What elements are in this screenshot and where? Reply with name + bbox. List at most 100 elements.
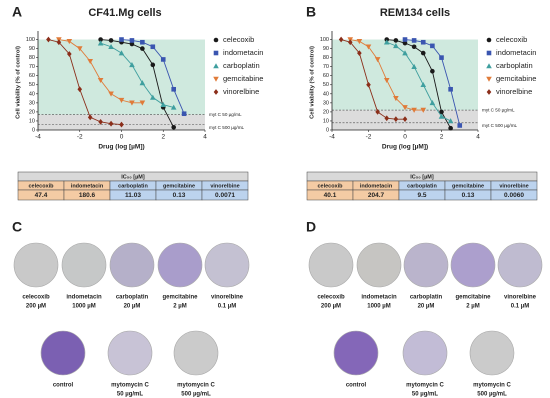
marker	[402, 105, 408, 111]
well	[402, 330, 448, 376]
marker	[98, 118, 103, 125]
well-label: mytomycin C	[406, 383, 444, 389]
legend-label: celecoxib	[223, 35, 254, 44]
marker	[150, 94, 156, 100]
marker	[129, 41, 135, 47]
well-label: indometacin	[66, 295, 102, 301]
y-tick-label: 30	[29, 100, 35, 106]
marker	[139, 100, 146, 106]
well-label: 20 µM	[124, 304, 141, 310]
y-tick-label: 50	[323, 82, 329, 88]
legend-marker	[486, 89, 492, 95]
table-cell	[201, 189, 249, 201]
well-label: gemcitabine	[455, 295, 491, 301]
marker	[347, 39, 353, 46]
table-header: IC₅₀ [µM]	[121, 174, 145, 180]
shade-high	[332, 39, 478, 111]
chart-title: REM134 cells	[380, 7, 450, 19]
x-tick-label: -2	[77, 134, 83, 141]
well-label: celecoxib	[22, 295, 50, 301]
panel-label: B	[306, 4, 316, 20]
y-tick-label: 60	[323, 73, 329, 79]
well	[109, 242, 155, 288]
marker	[87, 58, 93, 65]
marker	[365, 44, 372, 50]
table-value: 11.03	[125, 192, 141, 199]
marker	[56, 39, 62, 46]
marker	[420, 50, 426, 56]
legend-marker	[213, 89, 219, 95]
table-column: indometacin	[360, 183, 393, 189]
well	[13, 242, 59, 288]
marker	[97, 77, 104, 84]
well-label: control	[53, 383, 74, 389]
x-tick-label: 0	[120, 134, 124, 141]
table-column: indometacin	[71, 183, 104, 189]
marker	[160, 57, 166, 62]
marker	[118, 50, 125, 56]
marker	[384, 115, 390, 122]
marker	[393, 43, 399, 49]
marker	[439, 109, 444, 115]
legend-label: carboplatin	[223, 61, 260, 70]
marker	[356, 39, 363, 45]
marker	[76, 46, 83, 52]
marker	[438, 113, 445, 119]
marker	[119, 37, 124, 42]
marker	[374, 57, 381, 63]
marker	[383, 77, 390, 84]
well-label: vinorelbine	[504, 295, 537, 301]
y-tick-label: 40	[29, 91, 35, 97]
marker	[181, 111, 187, 117]
marker	[150, 44, 156, 50]
table-column: gemcitabine	[163, 183, 195, 189]
marker	[420, 81, 427, 88]
well	[157, 242, 203, 288]
marker	[393, 38, 399, 43]
x-tick-label: -4	[35, 134, 41, 141]
table-column: celecoxib	[28, 183, 54, 189]
marker	[108, 120, 114, 127]
well	[356, 242, 402, 288]
marker	[67, 51, 72, 57]
well-label: 20 µM	[418, 304, 435, 310]
well-label: 0.1 µM	[511, 304, 529, 310]
well-label: vinorelbine	[211, 295, 244, 301]
well	[204, 242, 250, 288]
y-tick-label: 80	[323, 55, 329, 61]
marker	[87, 114, 93, 121]
well-label: 50 µg/mL	[412, 392, 438, 398]
y-tick-label: 80	[29, 55, 35, 61]
y-tick-label: 0	[32, 127, 35, 133]
well	[107, 330, 153, 376]
legend-marker	[213, 76, 219, 82]
well-label: 500 µg/mL	[477, 392, 507, 398]
marker	[97, 40, 104, 46]
marker	[411, 38, 417, 43]
y-tick-label: 30	[323, 100, 329, 106]
legend-marker	[486, 50, 492, 56]
marker	[457, 123, 463, 128]
table-column: carboplatin	[118, 183, 148, 189]
x-axis-label: Drug (log [µM])	[98, 144, 144, 151]
x-axis-label: Drug (log [µM])	[382, 144, 428, 151]
y-tick-label: 70	[323, 64, 329, 70]
well-label: 200 µM	[26, 304, 46, 310]
y-tick-label: 90	[29, 46, 35, 52]
well-label: celecoxib	[317, 295, 345, 301]
x-tick-label: -2	[366, 134, 372, 141]
marker	[393, 96, 399, 102]
well-label: 200 µM	[321, 304, 341, 310]
legend-marker	[486, 37, 492, 43]
marker	[447, 118, 454, 124]
legend-label: gemcitabine	[496, 74, 536, 83]
marker	[66, 39, 73, 45]
y-tick-label: 100	[320, 37, 329, 43]
legend-label: vinorelbine	[496, 87, 532, 96]
marker	[366, 81, 371, 88]
table-value: 204.7	[368, 192, 385, 199]
well-label: 0.1 µM	[218, 304, 236, 310]
y-tick-label: 50	[29, 82, 35, 88]
y-axis-label: Cell viability (% of control)	[16, 46, 22, 119]
y-tick-label: 60	[29, 73, 35, 79]
